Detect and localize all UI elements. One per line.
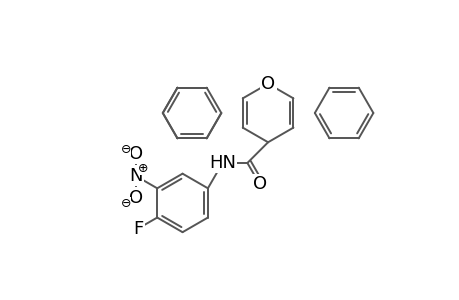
Text: ⊖: ⊖ — [120, 197, 131, 211]
Text: O: O — [260, 75, 274, 93]
Text: ⊖: ⊖ — [120, 143, 131, 156]
Text: O: O — [129, 189, 142, 207]
Text: O: O — [129, 145, 142, 163]
Text: F: F — [133, 220, 143, 238]
Text: HN: HN — [208, 154, 235, 172]
Text: N: N — [129, 167, 142, 185]
Text: ⊕: ⊕ — [138, 162, 148, 175]
Text: O: O — [252, 176, 266, 194]
